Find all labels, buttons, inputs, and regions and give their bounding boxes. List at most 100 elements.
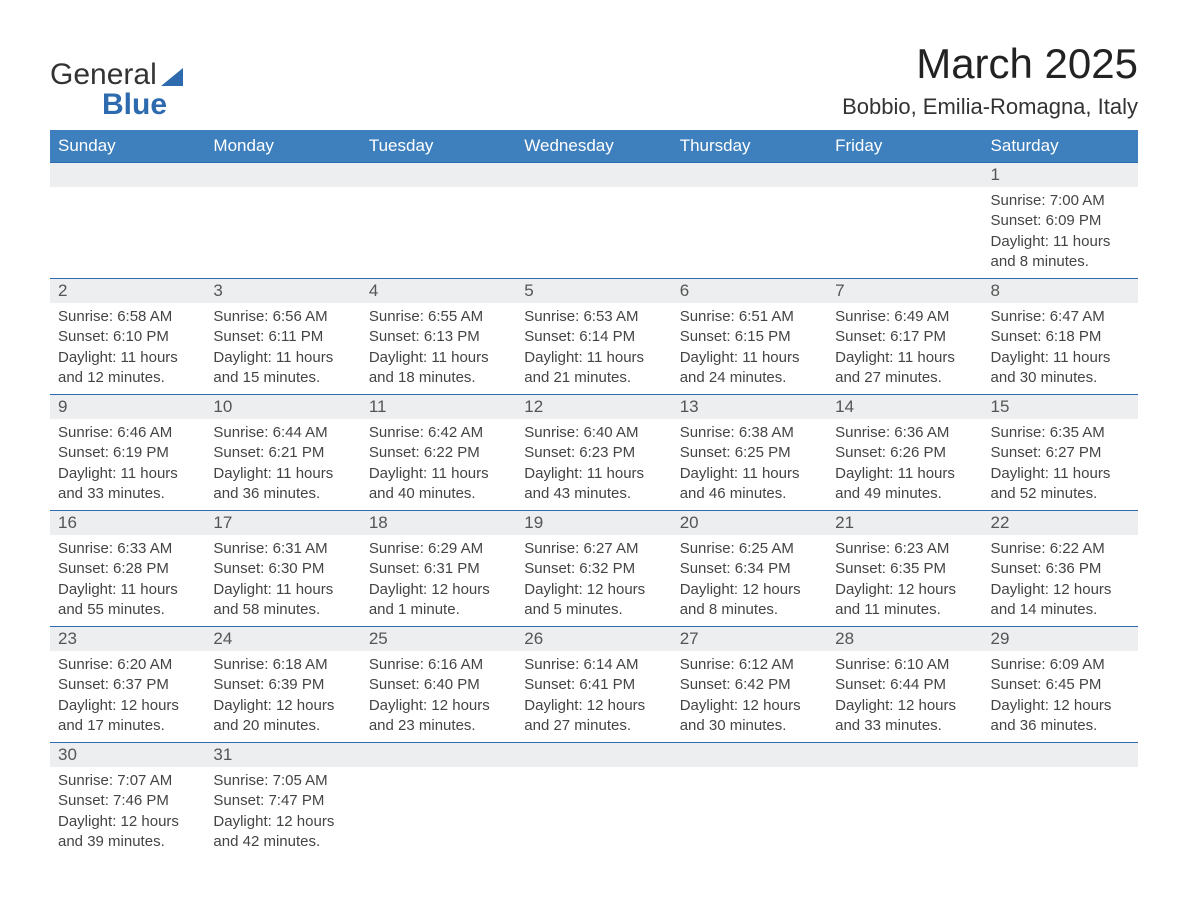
sunset-line: Sunset: 7:46 PM [58, 791, 197, 811]
week-content-row: Sunrise: 6:46 AMSunset: 6:19 PMDaylight:… [50, 419, 1138, 511]
sunset-line: Sunset: 6:19 PM [58, 443, 197, 463]
daylight-line-1: Daylight: 12 hours [58, 812, 197, 832]
week-daynum-row: 1 [50, 163, 1138, 188]
day-content-cell: Sunrise: 6:56 AMSunset: 6:11 PMDaylight:… [205, 303, 360, 395]
day-number-cell: 29 [983, 627, 1138, 652]
day-number-cell [516, 163, 671, 188]
day-number-cell: 2 [50, 279, 205, 304]
week-content-row: Sunrise: 6:33 AMSunset: 6:28 PMDaylight:… [50, 535, 1138, 627]
daylight-line-2: and 42 minutes. [213, 832, 352, 852]
sunrise-line: Sunrise: 6:49 AM [835, 307, 974, 327]
day-number-cell: 22 [983, 511, 1138, 536]
sunset-line: Sunset: 6:39 PM [213, 675, 352, 695]
daylight-line-2: and 27 minutes. [835, 368, 974, 388]
weekday-thu: Thursday [672, 130, 827, 163]
sunset-line: Sunset: 6:18 PM [991, 327, 1130, 347]
day-number-cell: 6 [672, 279, 827, 304]
day-content-cell: Sunrise: 6:47 AMSunset: 6:18 PMDaylight:… [983, 303, 1138, 395]
daylight-line-2: and 14 minutes. [991, 600, 1130, 620]
daylight-line-2: and 36 minutes. [991, 716, 1130, 736]
week-content-row: Sunrise: 7:07 AMSunset: 7:46 PMDaylight:… [50, 767, 1138, 858]
daylight-line-1: Daylight: 12 hours [524, 696, 663, 716]
daylight-line-1: Daylight: 11 hours [58, 464, 197, 484]
sunrise-line: Sunrise: 7:07 AM [58, 771, 197, 791]
brand-triangle-icon [161, 68, 183, 86]
sunrise-line: Sunrise: 6:10 AM [835, 655, 974, 675]
sunrise-line: Sunrise: 6:38 AM [680, 423, 819, 443]
brand-name-a: General [50, 60, 157, 90]
sunrise-line: Sunrise: 6:35 AM [991, 423, 1130, 443]
sunrise-line: Sunrise: 7:00 AM [991, 191, 1130, 211]
brand-logo: General Blue [50, 60, 183, 120]
weekday-mon: Monday [205, 130, 360, 163]
day-number-cell: 18 [361, 511, 516, 536]
sunrise-line: Sunrise: 6:51 AM [680, 307, 819, 327]
day-number-cell: 23 [50, 627, 205, 652]
week-daynum-row: 9101112131415 [50, 395, 1138, 420]
day-content-cell: Sunrise: 6:14 AMSunset: 6:41 PMDaylight:… [516, 651, 671, 743]
day-number-cell: 19 [516, 511, 671, 536]
daylight-line-1: Daylight: 12 hours [213, 696, 352, 716]
sunset-line: Sunset: 6:13 PM [369, 327, 508, 347]
daylight-line-1: Daylight: 11 hours [835, 464, 974, 484]
day-content-cell: Sunrise: 6:12 AMSunset: 6:42 PMDaylight:… [672, 651, 827, 743]
daylight-line-2: and 30 minutes. [680, 716, 819, 736]
day-number-cell: 26 [516, 627, 671, 652]
daylight-line-1: Daylight: 11 hours [213, 464, 352, 484]
day-content-cell: Sunrise: 6:22 AMSunset: 6:36 PMDaylight:… [983, 535, 1138, 627]
weekday-wed: Wednesday [516, 130, 671, 163]
sunrise-line: Sunrise: 6:22 AM [991, 539, 1130, 559]
day-number-cell: 25 [361, 627, 516, 652]
daylight-line-1: Daylight: 12 hours [991, 696, 1130, 716]
sunrise-line: Sunrise: 6:36 AM [835, 423, 974, 443]
sunset-line: Sunset: 6:11 PM [213, 327, 352, 347]
daylight-line-2: and 15 minutes. [213, 368, 352, 388]
sunset-line: Sunset: 7:47 PM [213, 791, 352, 811]
day-content-cell [827, 187, 982, 279]
day-content-cell: Sunrise: 7:05 AMSunset: 7:47 PMDaylight:… [205, 767, 360, 858]
day-content-cell: Sunrise: 6:25 AMSunset: 6:34 PMDaylight:… [672, 535, 827, 627]
day-content-cell [672, 187, 827, 279]
sunrise-line: Sunrise: 6:42 AM [369, 423, 508, 443]
daylight-line-1: Daylight: 12 hours [213, 812, 352, 832]
day-content-cell: Sunrise: 6:49 AMSunset: 6:17 PMDaylight:… [827, 303, 982, 395]
daylight-line-2: and 36 minutes. [213, 484, 352, 504]
weekday-header-row: Sunday Monday Tuesday Wednesday Thursday… [50, 130, 1138, 163]
daylight-line-1: Daylight: 12 hours [369, 696, 508, 716]
daylight-line-1: Daylight: 11 hours [58, 348, 197, 368]
sunrise-line: Sunrise: 6:18 AM [213, 655, 352, 675]
daylight-line-2: and 18 minutes. [369, 368, 508, 388]
sunrise-line: Sunrise: 6:23 AM [835, 539, 974, 559]
day-number-cell: 21 [827, 511, 982, 536]
day-number-cell [983, 743, 1138, 768]
daylight-line-1: Daylight: 12 hours [369, 580, 508, 600]
daylight-line-2: and 40 minutes. [369, 484, 508, 504]
day-number-cell [361, 743, 516, 768]
daylight-line-1: Daylight: 11 hours [524, 464, 663, 484]
sunrise-line: Sunrise: 6:40 AM [524, 423, 663, 443]
day-content-cell: Sunrise: 7:00 AMSunset: 6:09 PMDaylight:… [983, 187, 1138, 279]
day-number-cell: 4 [361, 279, 516, 304]
day-number-cell [827, 163, 982, 188]
day-content-cell [672, 767, 827, 858]
sunrise-line: Sunrise: 6:55 AM [369, 307, 508, 327]
daylight-line-1: Daylight: 12 hours [991, 580, 1130, 600]
sunset-line: Sunset: 6:34 PM [680, 559, 819, 579]
sunrise-line: Sunrise: 7:05 AM [213, 771, 352, 791]
day-content-cell: Sunrise: 6:33 AMSunset: 6:28 PMDaylight:… [50, 535, 205, 627]
daylight-line-2: and 24 minutes. [680, 368, 819, 388]
daylight-line-1: Daylight: 11 hours [835, 348, 974, 368]
daylight-line-1: Daylight: 11 hours [369, 464, 508, 484]
daylight-line-1: Daylight: 11 hours [680, 348, 819, 368]
sunset-line: Sunset: 6:35 PM [835, 559, 974, 579]
month-title: March 2025 [842, 40, 1138, 88]
day-content-cell: Sunrise: 6:36 AMSunset: 6:26 PMDaylight:… [827, 419, 982, 511]
day-content-cell: Sunrise: 6:20 AMSunset: 6:37 PMDaylight:… [50, 651, 205, 743]
sunrise-line: Sunrise: 6:25 AM [680, 539, 819, 559]
sunrise-line: Sunrise: 6:47 AM [991, 307, 1130, 327]
day-content-cell: Sunrise: 6:31 AMSunset: 6:30 PMDaylight:… [205, 535, 360, 627]
day-content-cell [205, 187, 360, 279]
day-number-cell: 10 [205, 395, 360, 420]
sunset-line: Sunset: 6:32 PM [524, 559, 663, 579]
day-content-cell [50, 187, 205, 279]
